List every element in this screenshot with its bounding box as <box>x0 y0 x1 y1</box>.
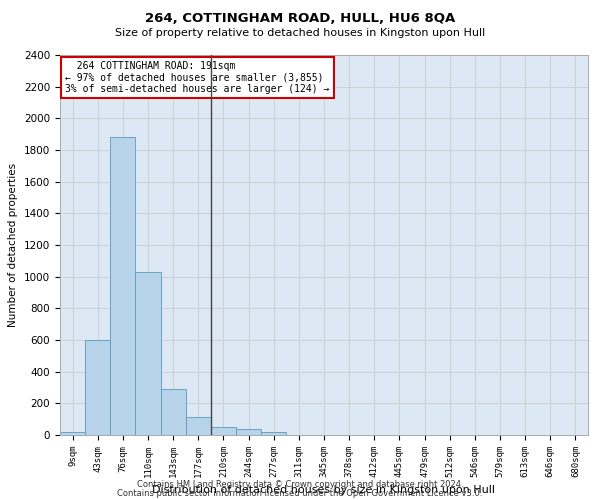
X-axis label: Distribution of detached houses by size in Kingston upon Hull: Distribution of detached houses by size … <box>152 486 496 496</box>
Bar <box>261 432 286 435</box>
Bar <box>161 389 186 435</box>
Text: Contains public sector information licensed under the Open Government Licence v3: Contains public sector information licen… <box>118 488 482 498</box>
Bar <box>211 427 236 435</box>
Y-axis label: Number of detached properties: Number of detached properties <box>8 163 19 327</box>
Bar <box>110 138 136 435</box>
Text: Size of property relative to detached houses in Kingston upon Hull: Size of property relative to detached ho… <box>115 28 485 38</box>
Text: Contains HM Land Registry data © Crown copyright and database right 2024.: Contains HM Land Registry data © Crown c… <box>137 480 463 489</box>
Bar <box>60 432 85 435</box>
Bar <box>236 430 261 435</box>
Text: 264, COTTINGHAM ROAD, HULL, HU6 8QA: 264, COTTINGHAM ROAD, HULL, HU6 8QA <box>145 12 455 26</box>
Bar <box>136 272 161 435</box>
Bar <box>85 340 110 435</box>
Bar <box>186 417 211 435</box>
Text: 264 COTTINGHAM ROAD: 191sqm
← 97% of detached houses are smaller (3,855)
3% of s: 264 COTTINGHAM ROAD: 191sqm ← 97% of det… <box>65 60 329 94</box>
